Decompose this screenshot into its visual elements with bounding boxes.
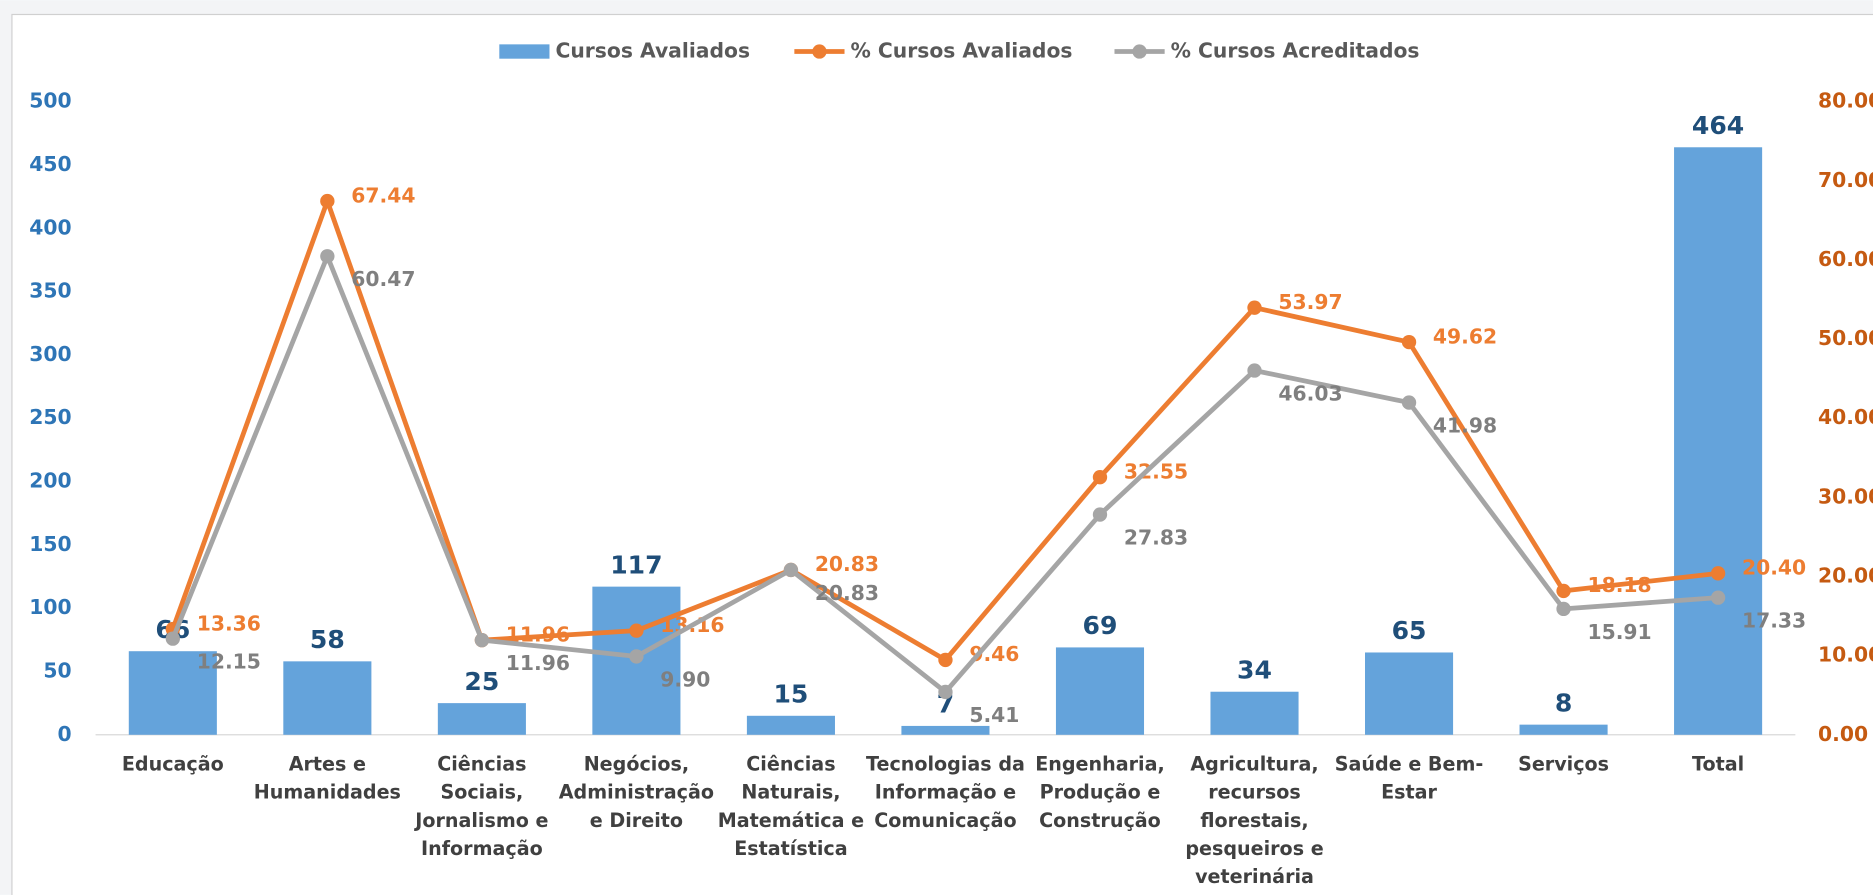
- legend-swatch: [499, 44, 550, 59]
- x-tick-label: Agricultura, recursos florestais, pesqueiro…: [1185, 752, 1323, 887]
- x-tick-label: Artes e Humanidades: [254, 752, 401, 803]
- y-tick-label: 350: [29, 279, 71, 303]
- line-point: [474, 632, 490, 648]
- y-tick-label: 500: [29, 89, 71, 113]
- bar-label: 8: [1555, 688, 1572, 717]
- bar: [1674, 147, 1763, 735]
- y2-tick-label: 70.00: [1818, 168, 1873, 192]
- line-label: 11.96: [506, 651, 570, 675]
- line-label: 12.15: [197, 650, 261, 674]
- y2-tick-label: 10.00: [1818, 643, 1873, 667]
- line-point: [1556, 583, 1571, 599]
- bar-label: 117: [610, 550, 662, 579]
- line-label: 20.40: [1742, 556, 1806, 580]
- line-label: 67.44: [351, 183, 415, 207]
- line-point: [1247, 363, 1262, 378]
- y-tick-label: 400: [29, 215, 71, 239]
- bar-label: 58: [310, 625, 345, 654]
- line-label: 5.41: [969, 703, 1019, 727]
- line-point: [629, 623, 644, 638]
- y2-tick-label: 20.00: [1818, 564, 1873, 588]
- x-tick-label: Ciências Naturais, Matemática e Estatística: [718, 752, 864, 859]
- y-tick-label: 250: [29, 405, 71, 429]
- line-point: [320, 249, 335, 264]
- y2-tick-label: 30.00: [1818, 484, 1873, 508]
- x-tick-label: Negócios, Administração e Direito: [559, 752, 714, 831]
- y-tick-label: 0: [58, 722, 72, 746]
- line-point: [1247, 300, 1262, 315]
- y2-tick-label: 0.00: [1818, 722, 1868, 746]
- line-label: 46.03: [1278, 381, 1342, 405]
- line-label: 20.83: [815, 581, 879, 605]
- legend-label: % Cursos Acreditados: [1171, 39, 1420, 63]
- x-tick-label: Engenharia, Produção e Construção: [1035, 752, 1165, 831]
- line-label: 17.33: [1742, 609, 1806, 633]
- bar: [1055, 647, 1145, 735]
- bar: [437, 703, 526, 735]
- bar: [128, 651, 217, 735]
- line-label: 20.83: [815, 552, 879, 576]
- bar-label: 15: [773, 679, 808, 708]
- x-tick-label: Educação: [122, 752, 224, 775]
- y-tick-label: 450: [29, 152, 71, 176]
- bar: [283, 661, 372, 735]
- x-tick-label: Serviços: [1518, 752, 1609, 775]
- line-point: [783, 562, 799, 578]
- y-tick-label: 200: [29, 469, 71, 493]
- x-tick-label: Saúde e Bem-Estar: [1335, 752, 1484, 803]
- line-label: 27.83: [1124, 525, 1188, 549]
- legend-swatch: [1132, 44, 1147, 59]
- bar: [1210, 691, 1299, 735]
- line-label: 49.62: [1433, 324, 1497, 348]
- line-label: 15.91: [1587, 620, 1651, 644]
- x-tick-label: Total: [1692, 752, 1744, 775]
- legend-label: Cursos Avaliados: [555, 39, 750, 63]
- bar-label: 464: [1692, 111, 1744, 140]
- legend-swatch: [812, 44, 827, 59]
- bar-label: 69: [1083, 611, 1118, 640]
- line-point: [1710, 566, 1726, 581]
- legend-label: % Cursos Avaliados: [850, 39, 1072, 63]
- line-label: 41.98: [1433, 413, 1497, 437]
- line-point: [938, 652, 953, 668]
- line-point: [165, 631, 180, 646]
- line-point: [1710, 590, 1726, 605]
- bar-label: 34: [1237, 655, 1272, 684]
- bar: [1519, 724, 1608, 735]
- line-point: [1401, 334, 1417, 350]
- y2-tick-label: 50.00: [1818, 326, 1873, 350]
- line-point: [1092, 507, 1108, 522]
- y2-tick-label: 60.00: [1818, 247, 1873, 271]
- line-point: [1556, 601, 1571, 617]
- line-label: 13.36: [197, 611, 261, 635]
- y2-tick-label: 40.00: [1818, 405, 1873, 429]
- chart-frame: [11, 13, 1873, 895]
- line-point: [320, 193, 335, 209]
- line-point: [1092, 470, 1108, 485]
- line-point: [938, 684, 953, 700]
- y-tick-label: 50: [43, 658, 71, 682]
- x-tick-label: Tecnologias da Informação e Comunicação: [866, 752, 1025, 831]
- bar: [746, 715, 835, 735]
- bar: [901, 725, 990, 735]
- bar-label: 25: [464, 667, 499, 696]
- y-tick-label: 150: [29, 532, 71, 556]
- line-label: 60.47: [351, 267, 415, 291]
- bar-label: 65: [1392, 616, 1427, 645]
- line-label: 18.18: [1587, 573, 1651, 597]
- line-point: [1401, 395, 1417, 410]
- line-label: 9.90: [660, 667, 710, 691]
- line-point: [629, 649, 644, 664]
- y-tick-label: 100: [29, 595, 71, 619]
- x-tick-label: Ciências Sociais, Jornalismo e Informação: [413, 752, 548, 859]
- y2-tick-label: 80.00: [1818, 89, 1873, 113]
- bar: [1364, 652, 1454, 735]
- y-tick-label: 300: [29, 342, 71, 366]
- line-label: 53.97: [1278, 290, 1342, 314]
